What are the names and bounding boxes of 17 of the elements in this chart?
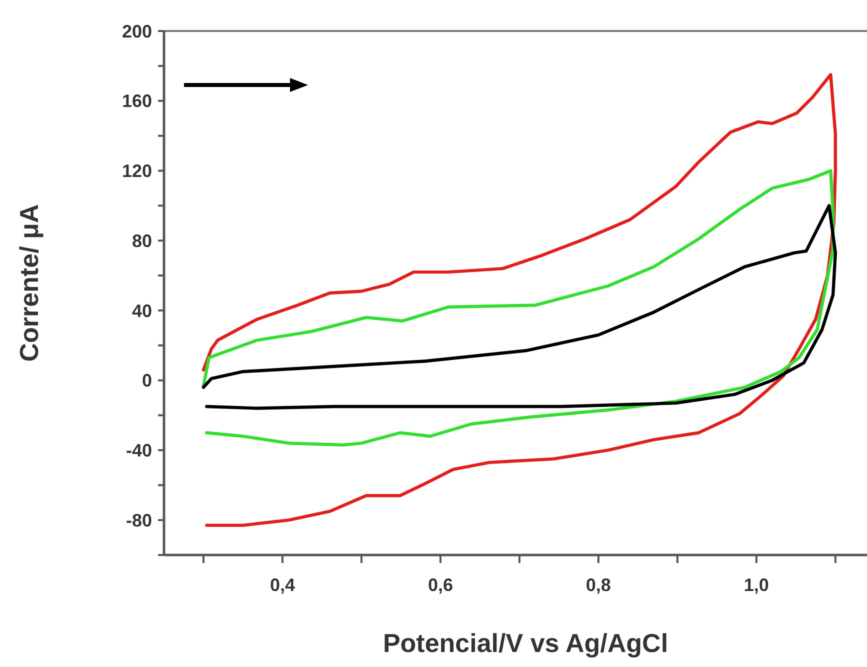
x-axis-title: Potencial/V vs Ag/AgCl <box>382 628 668 658</box>
line-series <box>202 169 835 447</box>
y-tick-label: -40 <box>126 440 152 460</box>
line-series <box>202 73 838 527</box>
y-axis-title: Corrente/ μA <box>14 204 44 362</box>
y-tick-label: 40 <box>132 300 152 321</box>
y-tick-label: 0 <box>142 370 152 391</box>
x-tick-label: 0,6 <box>428 575 453 595</box>
x-tick-label: 1,0 <box>744 575 769 595</box>
x-tick-label: 0,8 <box>586 575 611 595</box>
y-tick-label: 80 <box>132 230 152 251</box>
y-tick-label: 120 <box>122 161 152 182</box>
y-tick-label: 200 <box>122 21 152 42</box>
y-tick-label: -80 <box>126 510 152 530</box>
x-tick-label: 0,4 <box>270 575 295 595</box>
y-tick-label: 160 <box>122 91 152 112</box>
line-series <box>202 204 838 410</box>
